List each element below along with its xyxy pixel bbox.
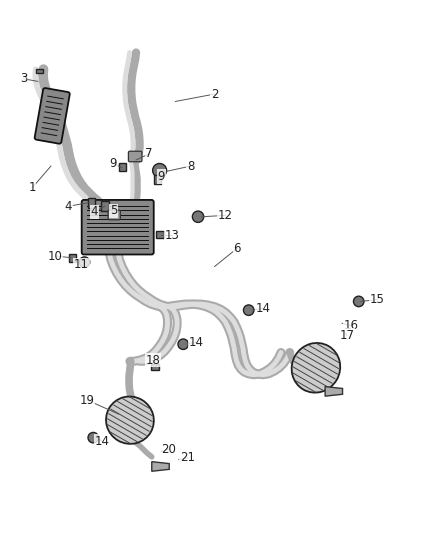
Text: 14: 14 <box>95 434 110 448</box>
FancyBboxPatch shape <box>108 210 120 220</box>
Text: 15: 15 <box>370 293 385 306</box>
Circle shape <box>192 211 204 222</box>
Text: 4: 4 <box>65 200 72 213</box>
Text: 18: 18 <box>145 354 160 367</box>
Text: 16: 16 <box>344 319 359 333</box>
Text: 12: 12 <box>218 209 233 222</box>
Ellipse shape <box>106 397 154 444</box>
Text: 7: 7 <box>145 147 153 160</box>
Polygon shape <box>325 386 343 396</box>
Text: 21: 21 <box>180 451 195 464</box>
Bar <box>36 69 43 73</box>
Text: 6: 6 <box>233 241 241 255</box>
Text: 13: 13 <box>165 229 180 241</box>
Ellipse shape <box>292 343 340 393</box>
Text: 17: 17 <box>339 329 354 342</box>
Bar <box>88 198 95 207</box>
Text: 3: 3 <box>20 72 27 85</box>
Circle shape <box>152 164 166 177</box>
Bar <box>154 175 161 183</box>
Text: 10: 10 <box>48 249 63 263</box>
Circle shape <box>88 432 99 443</box>
Bar <box>101 201 109 211</box>
Circle shape <box>79 257 90 268</box>
Text: 19: 19 <box>80 393 95 407</box>
Text: 20: 20 <box>161 442 176 456</box>
Bar <box>151 364 159 370</box>
FancyBboxPatch shape <box>128 151 142 161</box>
Text: 5: 5 <box>110 204 117 217</box>
Text: 1: 1 <box>28 181 36 195</box>
Text: 9: 9 <box>158 170 165 183</box>
Text: 14: 14 <box>189 336 204 349</box>
Text: 9: 9 <box>110 157 117 170</box>
Text: 11: 11 <box>74 259 89 271</box>
Polygon shape <box>152 462 169 471</box>
Text: 4: 4 <box>91 205 98 219</box>
Text: 8: 8 <box>187 159 194 173</box>
Text: 14: 14 <box>256 302 271 315</box>
Circle shape <box>178 339 188 350</box>
Bar <box>119 163 126 171</box>
Text: 2: 2 <box>211 87 219 101</box>
Circle shape <box>353 296 364 306</box>
Bar <box>69 254 76 262</box>
FancyBboxPatch shape <box>81 200 154 254</box>
Circle shape <box>244 305 254 316</box>
FancyBboxPatch shape <box>35 88 70 144</box>
Bar <box>156 231 164 238</box>
